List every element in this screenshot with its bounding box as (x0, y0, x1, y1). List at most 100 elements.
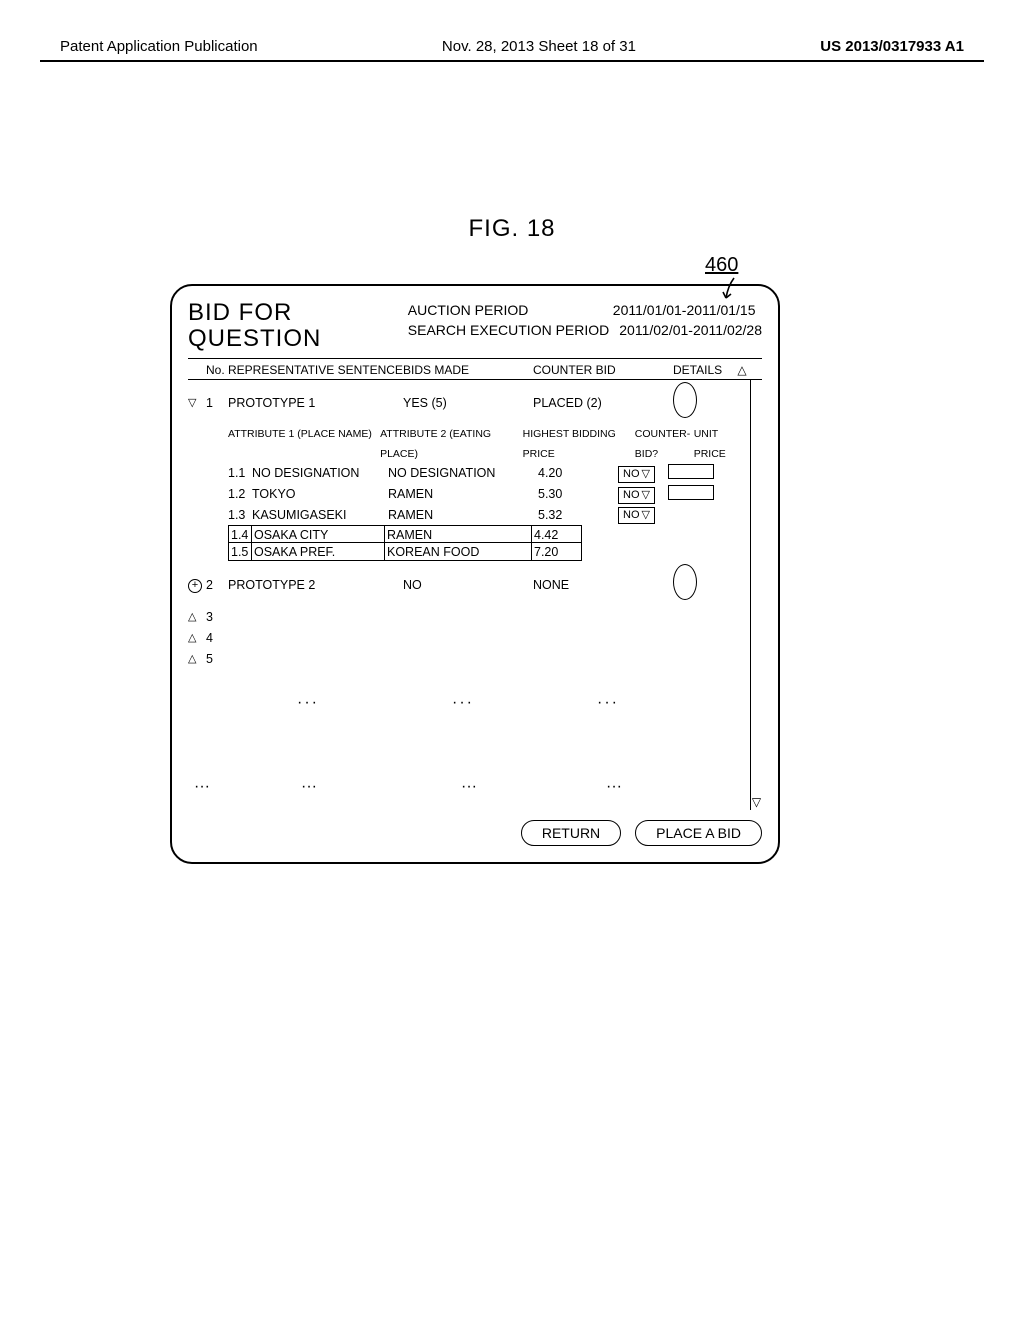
subhead-attr2: ATTRIBUTE 2 (EATING PLACE) (380, 424, 523, 464)
subrow-price: 5.30 (538, 485, 618, 506)
details-button[interactable] (673, 564, 733, 606)
title-line2: QUESTION (188, 326, 321, 352)
prototype-row: △ 4 (188, 627, 750, 648)
subrow-attr1: KASUMIGASEKI (252, 506, 388, 525)
subrow-idx: 1.5 (228, 543, 252, 561)
ellipsis: ··· (388, 693, 538, 713)
subhead-unit: UNIT PRICE (694, 424, 750, 464)
prototype-row: ▽ 1 PROTOTYPE 1 YES (5) PLACED (2) (188, 382, 750, 424)
search-period-value: 2011/02/01-2011/02/28 (619, 320, 762, 340)
cb-value: NO (623, 467, 640, 482)
column-headers: No. REPRESENTATIVE SENTENCE BIDS MADE CO… (188, 359, 762, 380)
subrow-price: 4.42 (532, 525, 582, 543)
subrow-idx: 1.2 (228, 485, 252, 506)
title-line1: BID FOR (188, 300, 321, 326)
figure-ref-number: 460 (705, 254, 738, 277)
panel-title: BID FOR QUESTION (188, 300, 321, 352)
subrow-attr1: TOKYO (252, 485, 388, 506)
figure-label: FIG. 18 (0, 215, 1024, 243)
sub-headers: ATTRIBUTE 1 (PLACE NAME) ATTRIBUTE 2 (EA… (188, 424, 750, 464)
row-bids: NO (403, 575, 533, 595)
row-rep: PROTOTYPE 2 (228, 575, 403, 595)
col-bids: BIDS MADE (403, 363, 533, 377)
col-no: No. (206, 363, 228, 377)
expand-toggle[interactable]: ▽ (188, 393, 206, 413)
subrow-attr1: OSAKA CITY (252, 525, 385, 543)
cb-value: NO (623, 488, 640, 503)
counter-bid-select[interactable]: NO▽ (618, 487, 655, 504)
auction-period-value: 2011/01/01-2011/01/15 (613, 300, 756, 320)
ellipsis: ··· (194, 777, 224, 797)
subrow-attr2: KOREAN FOOD (385, 543, 532, 561)
place-bid-button[interactable]: PLACE A BID (635, 820, 762, 846)
subrow-price: 5.32 (538, 506, 618, 525)
header-right: US 2013/0317933 A1 (820, 38, 964, 55)
row-counter: NONE (533, 575, 673, 595)
sub-row-boxed: 1.4 OSAKA CITY RAMEN 4.42 (188, 525, 750, 543)
header-rule (40, 60, 984, 62)
unit-price-input[interactable] (668, 485, 714, 500)
scrollbar[interactable]: ▽ (750, 380, 762, 810)
subrow-attr2: NO DESIGNATION (388, 464, 538, 485)
row-no: 2 (206, 575, 228, 595)
page-header: Patent Application Publication Nov. 28, … (0, 38, 1024, 55)
prototype-row: △ 5 (188, 648, 750, 669)
search-period-label: SEARCH EXECUTION PERIOD (408, 320, 609, 340)
row-counter: PLACED (2) (533, 393, 673, 413)
sub-row: 1.2 TOKYO RAMEN 5.30 NO▽ (188, 485, 750, 506)
header-left: Patent Application Publication (60, 38, 258, 55)
subrow-attr1: NO DESIGNATION (252, 464, 388, 485)
expand-toggle-plus[interactable]: + (188, 575, 206, 595)
oval-icon (673, 564, 697, 600)
sub-row: 1.1 NO DESIGNATION NO DESIGNATION 4.20 N… (188, 464, 750, 485)
subhead-attr1: ATTRIBUTE 1 (PLACE NAME) (228, 424, 380, 464)
oval-icon (673, 382, 697, 418)
button-row: RETURN PLACE A BID (188, 820, 762, 846)
row-rep: PROTOTYPE 1 (228, 393, 403, 413)
unit-price-input[interactable] (668, 464, 714, 479)
subhead-price: HIGHEST BIDDING PRICE (523, 424, 635, 464)
chevron-down-icon: ▽ (642, 467, 650, 482)
chevron-down-icon: ▽ (642, 488, 650, 503)
ellipsis-row: ··· ··· ··· (188, 669, 750, 737)
row-no: 4 (206, 628, 228, 648)
plus-circle-icon: + (188, 579, 202, 593)
title-block: BID FOR QUESTION AUCTION PERIOD 2011/01/… (188, 300, 762, 352)
row-no: 3 (206, 607, 228, 627)
subhead-cb: COUNTER-BID? (635, 424, 694, 464)
ellipsis: ··· (538, 693, 678, 713)
prototype-row: △ 3 (188, 606, 750, 627)
row-no: 1 (206, 393, 228, 413)
prototype-row: + 2 PROTOTYPE 2 NO NONE (188, 563, 750, 606)
header-center: Nov. 28, 2013 Sheet 18 of 31 (442, 38, 636, 55)
ellipsis: ··· (228, 693, 388, 713)
auction-period-label: AUCTION PERIOD (408, 300, 603, 320)
ellipsis: ··· (224, 777, 394, 797)
bid-panel: BID FOR QUESTION AUCTION PERIOD 2011/01/… (170, 284, 780, 864)
subrow-price: 4.20 (538, 464, 618, 485)
chevron-down-icon: ▽ (642, 508, 650, 523)
subrow-attr2: RAMEN (385, 525, 532, 543)
cb-value: NO (623, 508, 640, 523)
subrow-attr2: RAMEN (388, 506, 538, 525)
scroll-down-icon[interactable]: ▽ (751, 794, 762, 810)
scroll-up-icon[interactable]: △ (733, 363, 751, 377)
details-button[interactable] (673, 382, 733, 424)
subrow-attr2: RAMEN (388, 485, 538, 506)
subrow-attr1: OSAKA PREF. (252, 543, 385, 561)
subrow-idx: 1.3 (228, 506, 252, 525)
return-button[interactable]: RETURN (521, 820, 621, 846)
col-rep: REPRESENTATIVE SENTENCE (228, 363, 403, 377)
expand-toggle[interactable]: △ (188, 607, 206, 627)
periods-block: AUCTION PERIOD 2011/01/01-2011/01/15 SEA… (408, 300, 762, 340)
expand-toggle[interactable]: △ (188, 649, 206, 669)
col-details: DETAILS (673, 363, 733, 377)
expand-toggle[interactable]: △ (188, 628, 206, 648)
counter-bid-select[interactable]: NO▽ (618, 466, 655, 483)
subrow-idx: 1.1 (228, 464, 252, 485)
sub-row-boxed: 1.5 OSAKA PREF. KOREAN FOOD 7.20 (188, 543, 750, 561)
counter-bid-select[interactable]: NO▽ (618, 507, 655, 524)
ellipsis: ··· (394, 777, 544, 797)
row-bids: YES (5) (403, 393, 533, 413)
ellipsis-bottom-row: ··· ··· ··· ··· (188, 737, 750, 797)
